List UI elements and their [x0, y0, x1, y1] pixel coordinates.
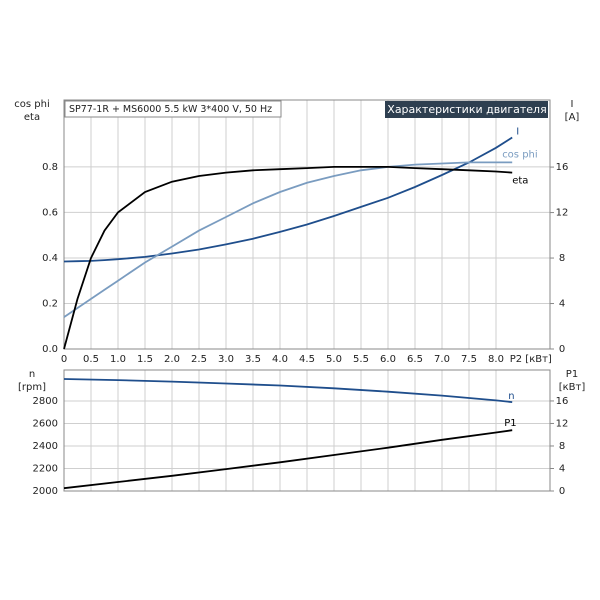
x-axis-label: P2 [кВт]	[510, 354, 552, 365]
series-line	[63, 136, 513, 263]
y-tick-label: 2000	[33, 486, 58, 497]
y2-tick-label: 16	[556, 162, 569, 173]
x-tick-label: 0	[61, 354, 67, 365]
y-tick-label: 2200	[33, 463, 58, 474]
y-tick-label: 0.0	[42, 344, 58, 355]
y-tick-label: 2600	[33, 418, 58, 429]
y2-tick-label: 16	[556, 396, 569, 407]
y2-tick-label: 4	[559, 463, 565, 474]
series-label: n	[508, 391, 514, 402]
y2-axis-label: I	[571, 99, 574, 110]
y2-tick-label: 8	[559, 441, 565, 452]
y-axis-label: n	[29, 369, 35, 380]
x-tick-label: 1.0	[110, 354, 126, 365]
chart-title: Характеристики двигателя	[387, 103, 546, 116]
y2-axis-label: P1	[566, 369, 578, 380]
x-tick-label: 5.5	[353, 354, 369, 365]
x-tick-label: 6.5	[407, 354, 423, 365]
x-tick-label: 4.5	[299, 354, 315, 365]
y2-tick-label: 0	[559, 486, 565, 497]
y-tick-label: 2400	[33, 441, 58, 452]
x-tick-label: 1.5	[137, 354, 153, 365]
series-label: cos phi	[502, 149, 537, 160]
x-tick-label: 3.5	[245, 354, 261, 365]
y2-axis-label: [A]	[565, 112, 580, 123]
series-label: eta	[512, 176, 528, 187]
subtitle-box	[64, 100, 282, 118]
x-tick-label: 8.0	[488, 354, 504, 365]
series-label: P1	[504, 418, 516, 429]
plot-frame	[63, 99, 551, 350]
title-box	[385, 101, 548, 118]
series-label: I	[516, 127, 519, 138]
x-tick-label: 6.0	[380, 354, 396, 365]
y-tick-label: 0.4	[42, 253, 58, 264]
y2-tick-label: 12	[556, 208, 569, 219]
y-tick-label: 0.2	[42, 298, 58, 309]
x-tick-label: 7.0	[434, 354, 450, 365]
series-line	[63, 429, 513, 490]
plot-frame	[63, 369, 551, 492]
x-tick-label: 0.5	[83, 354, 99, 365]
y-axis-label: eta	[24, 112, 40, 123]
y-axis-label: cos phi	[14, 99, 49, 110]
y-tick-label: 0.8	[42, 162, 58, 173]
x-tick-label: 5.0	[326, 354, 342, 365]
x-tick-label: 4.0	[272, 354, 288, 365]
subtitle: SP77-1R + MS6000 5.5 kW 3*400 V, 50 Hz	[69, 104, 272, 115]
series-line	[63, 161, 513, 318]
y-axis-label: [rpm]	[18, 382, 46, 393]
x-tick-label: 3.0	[218, 354, 234, 365]
series-line	[63, 378, 513, 403]
y-tick-label: 2800	[33, 396, 58, 407]
y2-tick-label: 4	[559, 299, 565, 310]
x-tick-label: 7.5	[461, 354, 477, 365]
y2-tick-label: 8	[559, 253, 565, 264]
y-tick-label: 0.6	[42, 207, 58, 218]
y2-axis-label: [кВт]	[559, 382, 586, 393]
y2-tick-label: 12	[556, 418, 569, 429]
x-tick-label: 2.0	[164, 354, 180, 365]
y2-tick-label: 0	[559, 344, 565, 355]
x-tick-label: 2.5	[191, 354, 207, 365]
series-line	[63, 166, 513, 350]
